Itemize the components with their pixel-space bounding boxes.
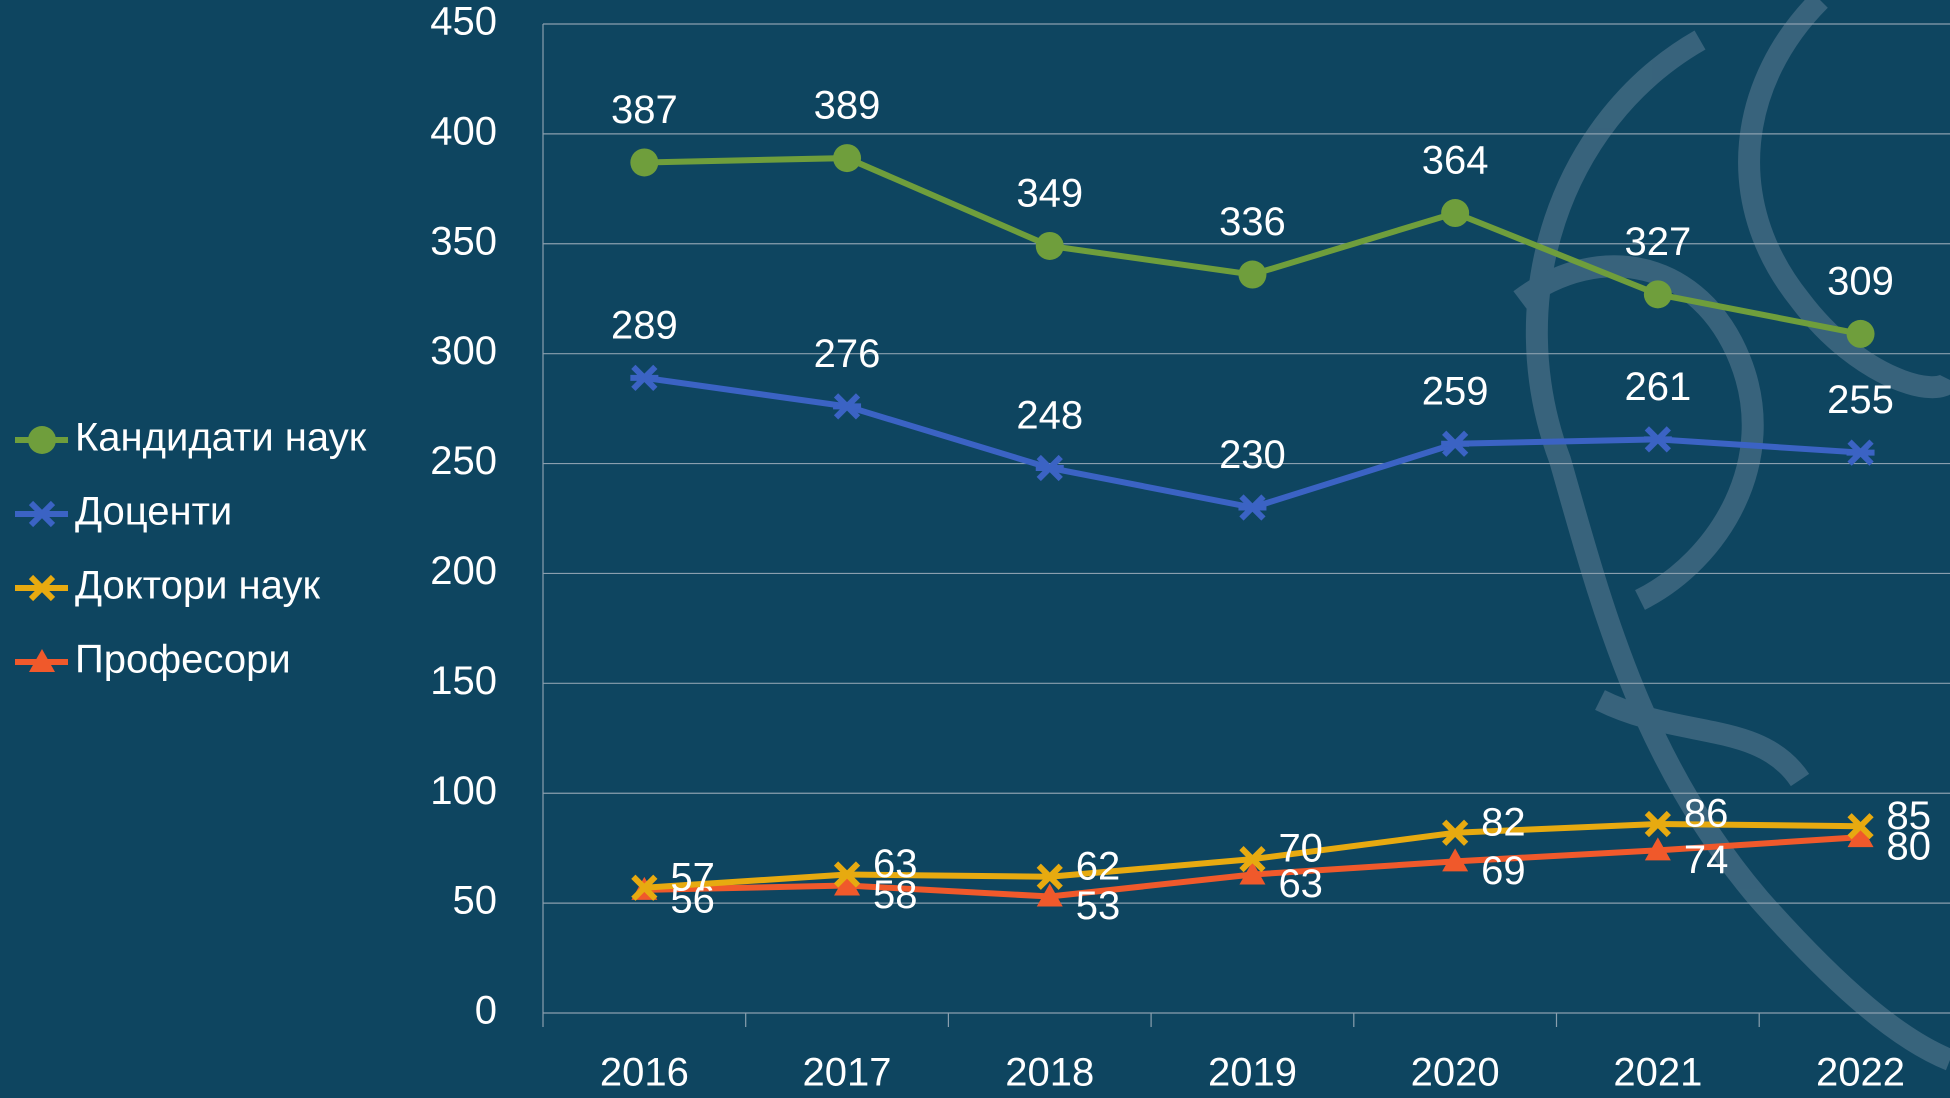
legend-label: Доценти — [75, 490, 232, 534]
marker — [1846, 319, 1875, 348]
marker — [833, 861, 861, 888]
legend-label: Доктори наук — [75, 564, 320, 608]
legend-label: Професори — [75, 638, 291, 682]
marker — [1643, 280, 1672, 309]
y-tick-label: 450 — [430, 0, 497, 44]
marker — [28, 574, 56, 602]
x-tick-label: 2016 — [600, 1051, 689, 1095]
y-tick-label: 250 — [430, 439, 497, 483]
marker — [1847, 813, 1874, 840]
data-label: 261 — [1624, 365, 1691, 409]
marker — [630, 364, 659, 391]
marker — [29, 649, 55, 672]
x-tick-label: 2022 — [1816, 1051, 1905, 1095]
data-label: 86 — [1684, 792, 1729, 836]
data-label: 63 — [873, 842, 918, 886]
y-tick-label: 350 — [430, 219, 497, 263]
marker — [1036, 863, 1063, 890]
marker — [1238, 260, 1267, 289]
data-label: 255 — [1827, 378, 1894, 422]
data-label: 327 — [1624, 220, 1691, 264]
x-tick-label: 2017 — [803, 1051, 892, 1095]
data-label: 57 — [670, 855, 715, 899]
data-label: 230 — [1219, 433, 1286, 477]
data-label: 389 — [814, 84, 881, 128]
data-label: 259 — [1422, 369, 1489, 413]
data-label: 248 — [1016, 394, 1083, 438]
marker — [28, 500, 56, 528]
marker — [1035, 454, 1064, 482]
data-label: 58 — [873, 873, 918, 917]
marker — [1644, 837, 1671, 861]
marker — [1441, 430, 1470, 457]
marker — [1239, 861, 1266, 885]
x-tick-label: 2020 — [1411, 1051, 1500, 1095]
y-tick-label: 200 — [430, 549, 497, 593]
data-label: 62 — [1076, 844, 1121, 888]
marker — [1644, 810, 1671, 838]
data-label: 80 — [1887, 825, 1932, 869]
marker — [1442, 848, 1469, 872]
series: 56 58 53 63 69 74 80 — [631, 824, 1931, 928]
marker — [631, 874, 658, 901]
y-tick-label: 300 — [430, 329, 497, 373]
data-label: 387 — [611, 88, 678, 132]
marker — [28, 426, 56, 454]
marker — [1441, 199, 1470, 228]
data-label: 85 — [1887, 794, 1932, 838]
x-tick-label: 2021 — [1613, 1051, 1702, 1095]
data-label: 53 — [1076, 884, 1121, 928]
legend-label: Кандидати наук — [75, 416, 367, 460]
data-label: 69 — [1481, 849, 1526, 893]
data-label: 349 — [1016, 172, 1083, 216]
data-label: 63 — [1278, 862, 1323, 906]
series: 289 276 248 230 259 261 255 — [611, 303, 1894, 521]
data-label: 70 — [1278, 827, 1323, 871]
data-label: 276 — [814, 332, 881, 376]
marker — [1035, 231, 1064, 260]
background-ornament — [1513, 0, 1950, 1071]
marker — [833, 393, 862, 420]
series: 387 389 349 336 364 327 309 — [611, 84, 1894, 348]
data-label: 74 — [1684, 838, 1729, 882]
data-label: 336 — [1219, 200, 1286, 244]
y-tick-label: 150 — [430, 659, 497, 703]
marker — [833, 144, 862, 173]
marker — [1442, 819, 1469, 846]
y-tick-label: 0 — [475, 989, 497, 1033]
series: 57 63 62 70 82 86 85 — [631, 792, 1932, 901]
marker — [1238, 494, 1267, 521]
x-tick-label: 2018 — [1005, 1051, 1094, 1095]
data-label: 289 — [611, 303, 678, 347]
marker — [1643, 426, 1672, 453]
y-tick-label: 50 — [453, 879, 498, 923]
marker — [1846, 439, 1875, 466]
data-label: 364 — [1422, 139, 1489, 183]
marker — [1036, 883, 1063, 907]
data-label: 309 — [1827, 259, 1894, 303]
marker — [834, 872, 861, 896]
marker — [1847, 824, 1874, 848]
data-label: 82 — [1481, 800, 1526, 844]
marker — [1239, 846, 1266, 873]
y-tick-label: 100 — [430, 769, 497, 813]
x-tick-label: 2019 — [1208, 1051, 1297, 1095]
y-tick-label: 400 — [430, 109, 497, 153]
marker — [630, 148, 659, 177]
